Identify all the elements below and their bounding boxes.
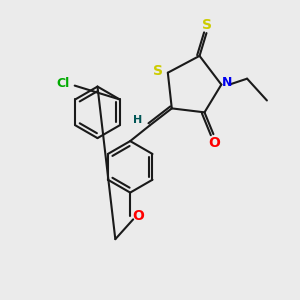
Text: O: O — [208, 136, 220, 150]
Text: S: S — [153, 64, 163, 78]
Text: O: O — [132, 209, 144, 224]
Text: H: H — [134, 115, 143, 125]
Text: Cl: Cl — [56, 77, 69, 90]
Text: S: S — [202, 18, 212, 32]
Text: N: N — [222, 76, 232, 89]
